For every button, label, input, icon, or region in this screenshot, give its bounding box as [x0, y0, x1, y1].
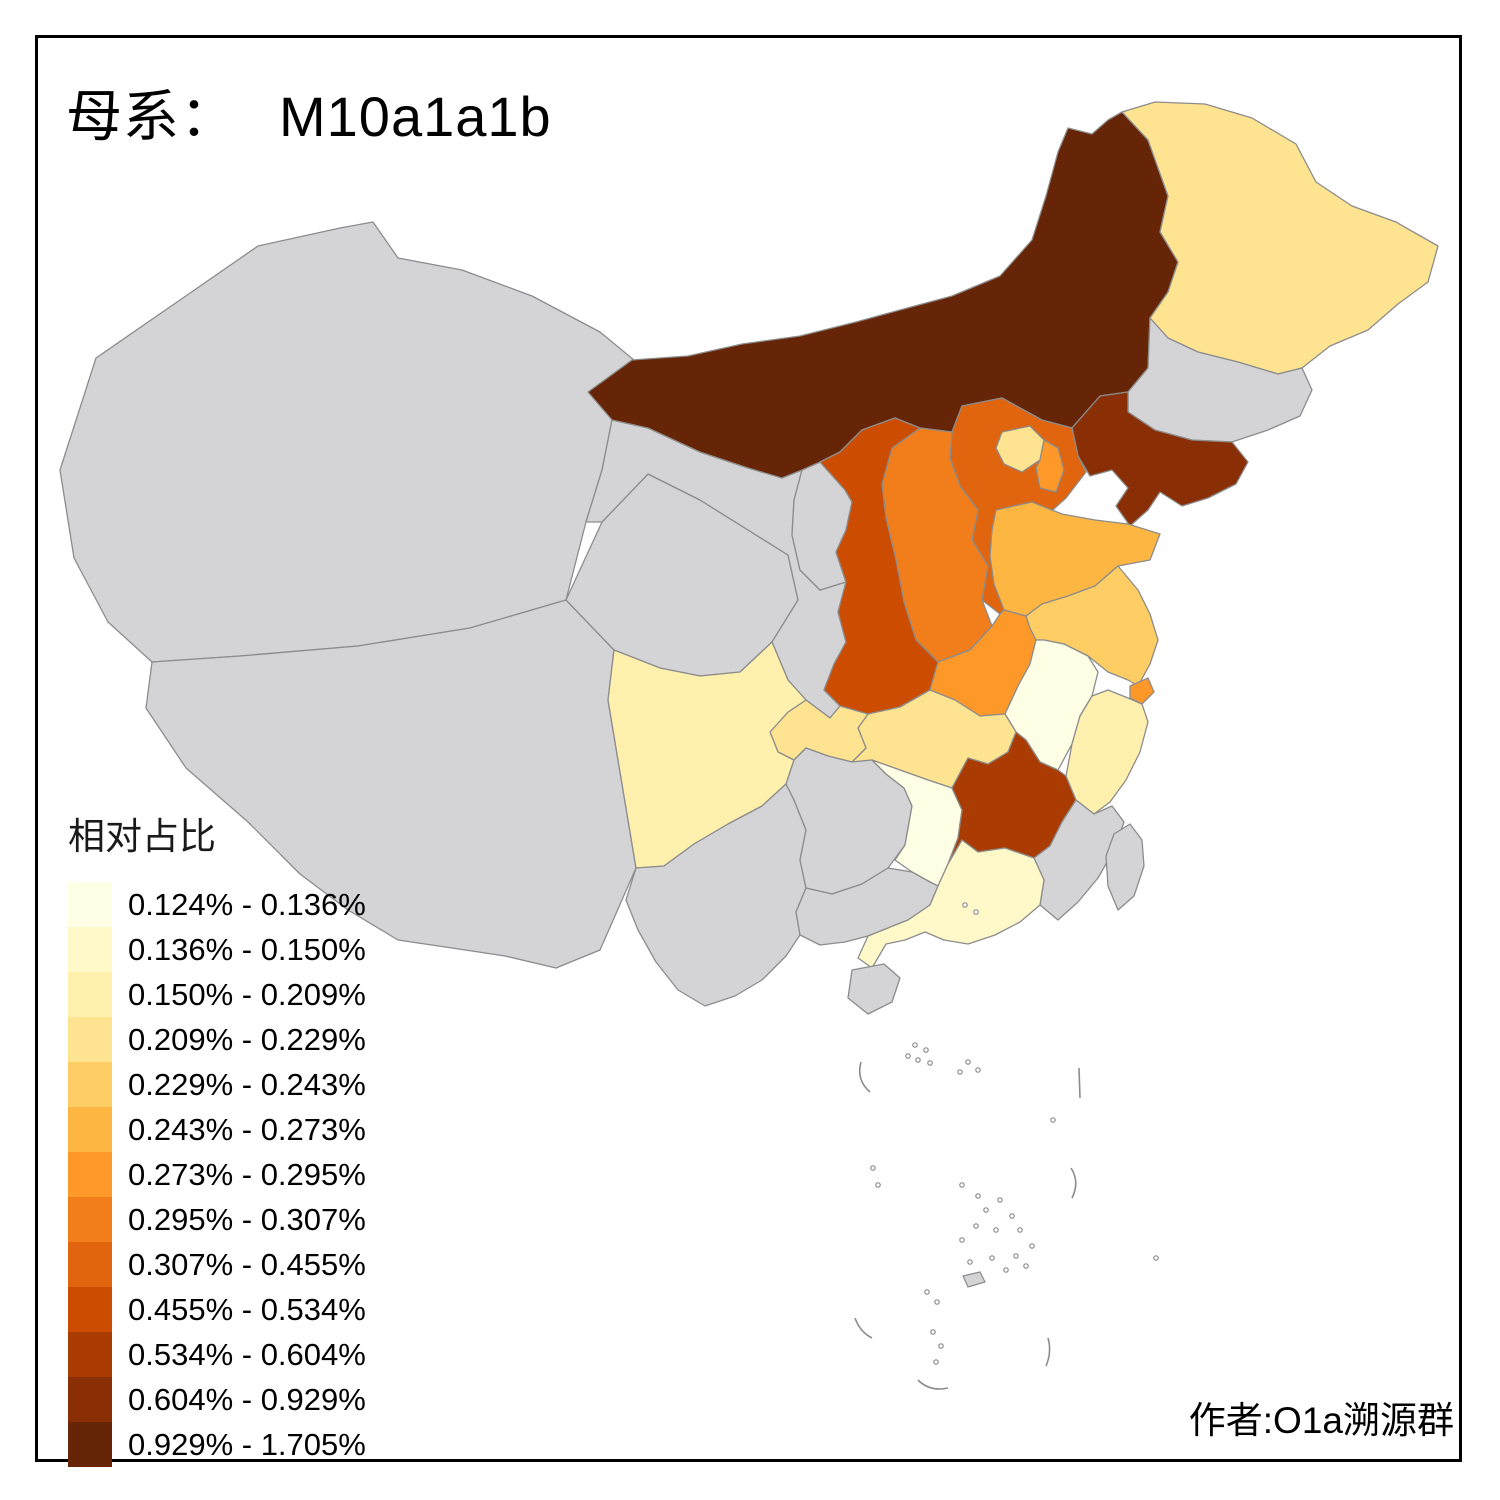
legend-row-1: 0.124% - 0.136%: [68, 882, 366, 927]
province-beijing: [995, 425, 1045, 473]
legend-label-11: 0.534% - 0.604%: [128, 1336, 366, 1372]
island-dot-33: [962, 902, 968, 908]
legend-label-4: 0.209% - 0.229%: [128, 1021, 366, 1057]
legend-swatch-5: [68, 1062, 112, 1107]
island-dot-7: [975, 1067, 981, 1073]
legend-row-8: 0.295% - 0.307%: [68, 1197, 366, 1242]
province-heilongjiang: [1121, 101, 1439, 375]
province-taiwan: [1105, 823, 1145, 911]
island-dot-21: [1029, 1243, 1035, 1249]
legend-row-4: 0.209% - 0.229%: [68, 1017, 366, 1062]
legend-title: 相对占比: [68, 816, 216, 857]
island-dot-24: [967, 1259, 973, 1265]
island-dot-12: [959, 1182, 965, 1188]
island-dot-29: [930, 1329, 936, 1335]
province-shanghai: [1129, 677, 1155, 705]
title-haplogroup: M10a1a1b: [279, 85, 552, 148]
island-dot-23: [989, 1255, 995, 1261]
sea-boundary-arc-3: [1070, 1167, 1077, 1199]
island-dot-17: [993, 1227, 999, 1233]
sea-boundary-arc-5: [854, 1317, 873, 1339]
map-frame: [35, 35, 1462, 1462]
island-dot-30: [938, 1343, 944, 1349]
legend-row-5: 0.229% - 0.243%: [68, 1062, 366, 1107]
legend-row-13: 0.929% - 1.705%: [68, 1422, 366, 1467]
legend-swatch-2: [68, 927, 112, 972]
legend-swatch-11: [68, 1332, 112, 1377]
legend-swatch-3: [68, 972, 112, 1017]
island-dot-32: [1153, 1255, 1159, 1261]
legend-row-12: 0.604% - 0.929%: [68, 1377, 366, 1422]
title-prefix: 母系：: [66, 85, 237, 148]
legend-swatch-9: [68, 1242, 112, 1287]
province-guangdong: [857, 839, 1045, 969]
legend-label-1: 0.124% - 0.136%: [128, 886, 366, 922]
island-dot-13: [975, 1193, 981, 1199]
legend-row-6: 0.243% - 0.273%: [68, 1107, 366, 1152]
legend-label-8: 0.295% - 0.307%: [128, 1201, 366, 1237]
island-dot-14: [983, 1207, 989, 1213]
sea-boundary-arc-2: [1078, 1067, 1081, 1099]
sea-boundary-arc-4: [917, 1379, 949, 1390]
legend-swatch-4: [68, 1017, 112, 1062]
island-dot-1: [912, 1042, 918, 1048]
legend-swatch-6: [68, 1107, 112, 1152]
legend-row-9: 0.307% - 0.455%: [68, 1242, 366, 1287]
island-dot-31: [933, 1359, 939, 1365]
legend-swatch-7: [68, 1152, 112, 1197]
island-dot-26: [1023, 1263, 1029, 1269]
legend-label-13: 0.929% - 1.705%: [128, 1426, 366, 1462]
island-dot-20: [1017, 1227, 1023, 1233]
legend-label-5: 0.229% - 0.243%: [128, 1066, 366, 1102]
legend-row-11: 0.534% - 0.604%: [68, 1332, 366, 1377]
legend-list: 0.124% - 0.136% 0.136% - 0.150% 0.150% - 0…: [68, 882, 366, 1467]
legend-swatch-13: [68, 1422, 112, 1467]
island-dot-8: [957, 1069, 963, 1075]
legend-row-7: 0.273% - 0.295%: [68, 1152, 366, 1197]
island-dot-2: [923, 1047, 929, 1053]
sea-boundary-arc-1: [858, 1061, 871, 1093]
province-hainan: [847, 963, 901, 1015]
sea-boundary-arc-6: [1045, 1337, 1051, 1367]
legend-swatch-10: [68, 1287, 112, 1332]
legend-row-2: 0.136% - 0.150%: [68, 927, 366, 972]
island-dot-25: [1003, 1267, 1009, 1273]
island-dot-9: [1050, 1117, 1056, 1123]
island-dot-28: [934, 1299, 940, 1305]
island-dot-5: [905, 1053, 911, 1059]
legend-row-3: 0.150% - 0.209%: [68, 972, 366, 1017]
island-dot-16: [1009, 1213, 1015, 1219]
legend-label-3: 0.150% - 0.209%: [128, 976, 366, 1012]
island-dot-4: [927, 1060, 933, 1066]
legend-label-6: 0.243% - 0.273%: [128, 1111, 366, 1147]
island-dot-10: [870, 1165, 876, 1171]
legend-label-7: 0.273% - 0.295%: [128, 1156, 366, 1192]
page-title: 母系： M10a1a1b: [66, 72, 552, 153]
legend-label-12: 0.604% - 0.929%: [128, 1381, 366, 1417]
legend: 相对占比 0.124% - 0.136% 0.136% - 0.150% 0.150…: [68, 806, 366, 1467]
island-dot-22: [1013, 1253, 1019, 1259]
island-dot-11: [875, 1182, 881, 1188]
province-xizang: [145, 599, 637, 969]
legend-row-10: 0.455% - 0.534%: [68, 1287, 366, 1332]
legend-swatch-8: [68, 1197, 112, 1242]
legend-label-9: 0.307% - 0.455%: [128, 1246, 366, 1282]
island-dot-6: [965, 1059, 971, 1065]
legend-label-10: 0.455% - 0.534%: [128, 1291, 366, 1327]
island-dot-34: [973, 909, 979, 915]
legend-swatch-1: [68, 882, 112, 927]
island-dot-18: [973, 1223, 979, 1229]
island-dot-19: [959, 1237, 965, 1243]
island-dot-27: [924, 1289, 930, 1295]
island-islet: [962, 1271, 986, 1288]
island-dot-15: [997, 1197, 1003, 1203]
legend-label-2: 0.136% - 0.150%: [128, 931, 366, 967]
legend-swatch-12: [68, 1377, 112, 1422]
island-dot-3: [915, 1057, 921, 1063]
province-tianjin: [1035, 439, 1065, 493]
author-credit: 作者:O1a溯源群: [1188, 1400, 1454, 1441]
